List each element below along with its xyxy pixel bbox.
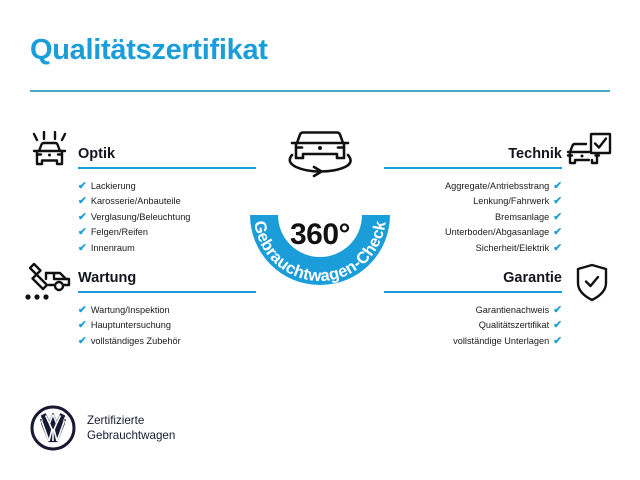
list-item: ✔ Qualitätszertifikat <box>384 318 562 333</box>
car-checkbox-icon <box>566 132 612 177</box>
section-garantie: Garantie ✔ Garantienachweis ✔ Qualitätszer… <box>384 270 562 349</box>
page-title: Qualitätszertifikat <box>30 34 268 66</box>
list-item-label: Qualitätszertifikat <box>478 320 550 331</box>
section-garantie-underline <box>384 291 562 293</box>
check-icon: ✔ <box>553 226 562 239</box>
section-garantie-list: ✔ Garantienachweis ✔ Qualitätszertifikat ✔… <box>384 303 562 349</box>
list-item-label: Unterboden/Abgasanlage <box>444 227 550 238</box>
list-item: ✔ vollständige Unterlagen <box>384 334 562 349</box>
check-icon: ✔ <box>553 195 562 208</box>
list-item: ✔ Wartung/Inspektion <box>78 303 256 318</box>
vw-logo <box>30 405 76 451</box>
check-icon: ✔ <box>553 334 562 347</box>
check-icon: ✔ <box>78 334 87 347</box>
section-optik-list: ✔ Lackierung ✔ Karosserie/Anbauteile ✔ Verg… <box>78 179 256 256</box>
check-icon: ✔ <box>78 210 87 223</box>
list-item: ✔ Unterboden/Abgasanlage <box>384 225 562 240</box>
check-icon: ✔ <box>78 180 87 192</box>
check-icon: ✔ <box>78 195 87 208</box>
section-garantie-heading: Garantie <box>503 270 562 286</box>
check-icon: ✔ <box>553 241 562 254</box>
list-item-label: Karosserie/Anbauteile <box>90 196 181 207</box>
list-item: ✔ Lackierung <box>78 179 256 194</box>
list-item: ✔ Innenraum <box>78 241 256 256</box>
list-item-label: Bremsanlage <box>495 211 550 222</box>
shield-check-icon <box>575 263 609 308</box>
section-wartung-heading: Wartung <box>78 270 137 286</box>
check-icon: ✔ <box>78 319 87 332</box>
list-item-label: vollständige Unterlagen <box>453 335 550 346</box>
section-wartung-list: ✔ Wartung/Inspektion ✔ Hauptuntersuchung ✔… <box>78 303 256 349</box>
list-item-label: Felgen/Reifen <box>90 227 149 238</box>
check-icon: ✔ <box>78 241 87 254</box>
list-item-label: Innenraum <box>90 242 135 253</box>
vw-footer-line2: Gebrauchtwagen <box>87 429 176 442</box>
list-item: ✔ Bremsanlage <box>384 210 562 225</box>
list-item-label: Verglasung/Beleuchtung <box>90 211 191 222</box>
section-technik-underline <box>384 167 562 169</box>
section-optik: Optik ✔ Lackierung ✔ Karosserie/Anbauteile… <box>78 146 256 256</box>
list-item-label: vollständiges Zubehör <box>90 335 181 346</box>
section-wartung-underline <box>78 291 256 293</box>
check-icon: ✔ <box>78 304 87 316</box>
list-item-label: Lenkung/Fahrwerk <box>473 196 550 207</box>
title-divider <box>30 90 610 92</box>
check-icon: ✔ <box>553 210 562 223</box>
list-item-label: Wartung/Inspektion <box>90 305 170 315</box>
list-item: ✔ Lenkung/Fahrwerk <box>384 194 562 209</box>
check-icon: ✔ <box>553 304 562 316</box>
section-wartung: Wartung ✔ Wartung/Inspektion ✔ Hauptunters… <box>78 270 256 349</box>
badge-center-label: 360° <box>289 218 351 251</box>
vw-footer: Zertifizierte Gebrauchtwagen <box>30 405 175 451</box>
list-item-label: Garantienachweis <box>475 305 550 315</box>
check-icon: ✔ <box>553 180 562 192</box>
list-item-label: Aggregate/Antriebsstrang <box>444 181 550 191</box>
check-icon: ✔ <box>553 319 562 332</box>
list-item-label: Hauptuntersuchung <box>90 320 172 331</box>
check-icon: ✔ <box>78 226 87 239</box>
section-optik-underline <box>78 167 256 169</box>
list-item: ✔ Karosserie/Anbauteile <box>78 194 256 209</box>
car-service-icon <box>24 262 72 311</box>
list-item-label: Lackierung <box>90 181 136 191</box>
list-item: ✔ Verglasung/Beleuchtung <box>78 210 256 225</box>
list-item: ✔ Aggregate/Antriebsstrang <box>384 179 562 194</box>
badge-360-gebrauchtwagen-check: Gebrauchtwagen-Check 360° <box>232 120 408 310</box>
badge-svg: Gebrauchtwagen-Check <box>250 131 390 286</box>
section-technik-heading: Technik <box>508 146 562 162</box>
list-item-label: Sicherheit/Elektrik <box>475 242 550 253</box>
car-rotate-icon <box>288 131 352 178</box>
list-item: ✔ Garantienachweis <box>384 303 562 318</box>
section-technik: Technik ✔ Aggregate/Antriebsstrang ✔ Lenku… <box>384 146 562 256</box>
vw-footer-text: Zertifizierte Gebrauchtwagen <box>87 413 175 444</box>
badge-ring <box>250 215 390 286</box>
section-optik-heading: Optik <box>78 146 116 162</box>
list-item: ✔ vollständiges Zubehör <box>78 334 256 349</box>
vw-footer-line1: Zertifizierte <box>87 413 145 427</box>
section-technik-list: ✔ Aggregate/Antriebsstrang ✔ Lenkung/Fahrw… <box>384 179 562 256</box>
list-item: ✔ Hauptuntersuchung <box>78 318 256 333</box>
list-item: ✔ Sicherheit/Elektrik <box>384 241 562 256</box>
car-wash-icon <box>28 130 72 178</box>
list-item: ✔ Felgen/Reifen <box>78 225 256 240</box>
